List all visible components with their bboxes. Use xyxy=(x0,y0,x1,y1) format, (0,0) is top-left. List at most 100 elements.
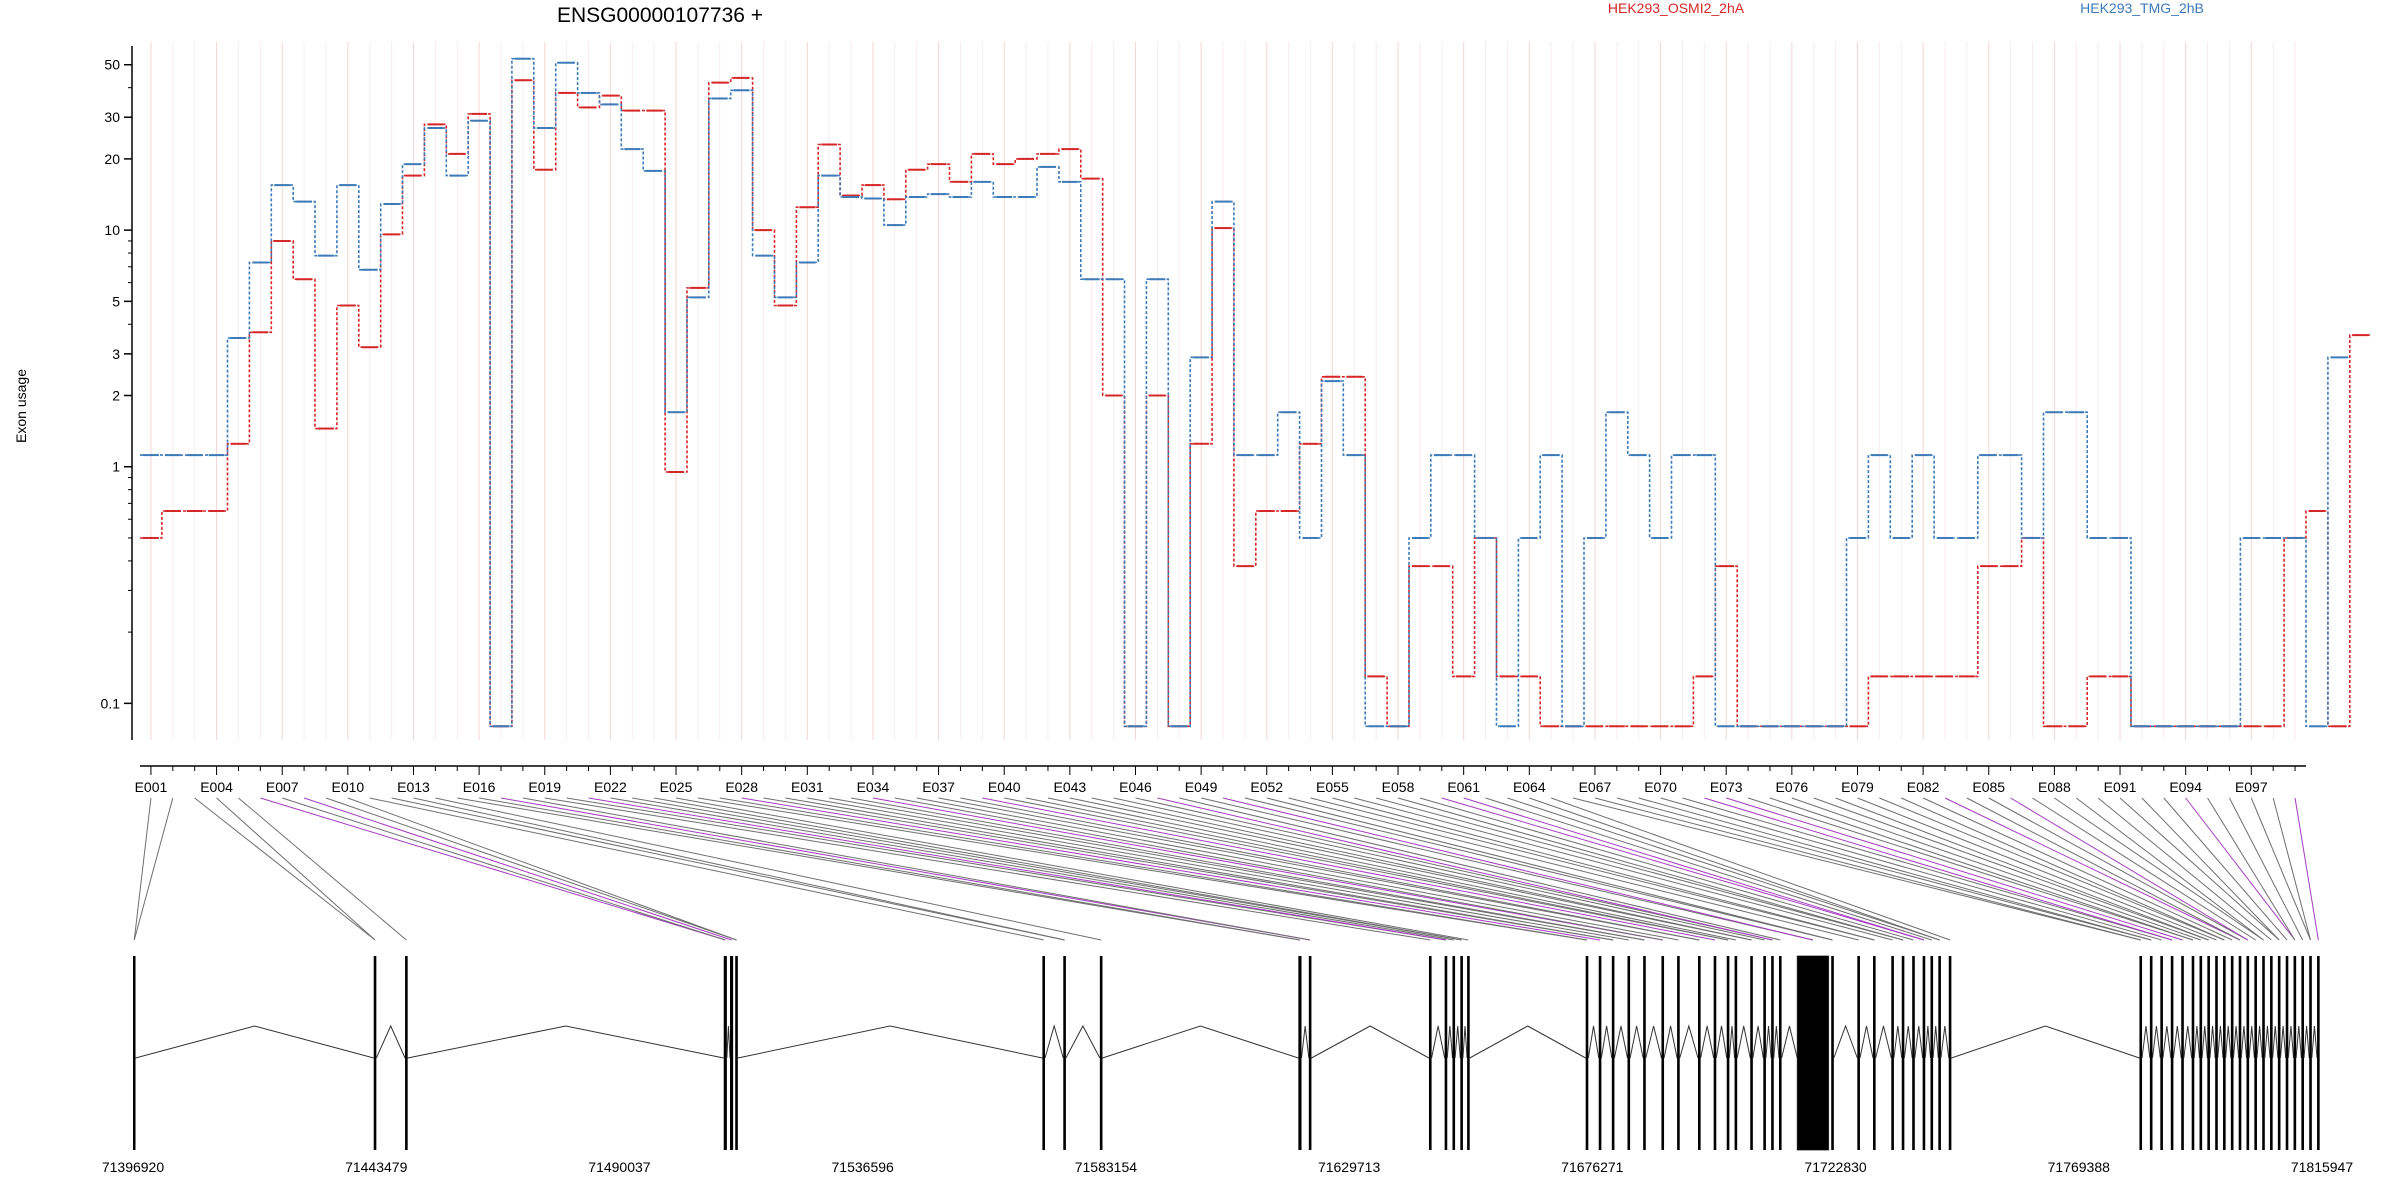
exon-connector xyxy=(1441,797,1925,941)
exon-connector xyxy=(1266,797,1833,941)
exon-connector xyxy=(194,797,376,941)
exon-connector xyxy=(1901,797,2225,941)
intron-line xyxy=(2183,1025,2193,1059)
gene-exon xyxy=(1930,956,1934,1150)
intron-line xyxy=(2272,1025,2279,1059)
exon-connector xyxy=(1179,797,1781,941)
gene-exon xyxy=(2199,956,2203,1150)
exon-connector xyxy=(2228,797,2304,941)
intron-line xyxy=(1951,1025,2140,1059)
exon-connector xyxy=(1944,797,2241,941)
gene-exon xyxy=(1901,956,1905,1150)
gene-exon xyxy=(729,956,734,1150)
gene-exon xyxy=(1726,956,1730,1150)
exon-connector xyxy=(654,797,1462,941)
exon-connector xyxy=(807,797,1629,941)
exon-connector xyxy=(2010,797,2249,941)
exon-connector xyxy=(938,797,1700,941)
gene-exon xyxy=(2170,956,2174,1150)
exon-connector xyxy=(1507,797,1940,941)
gene-exon xyxy=(2207,956,2210,1150)
y-tick-label: 10 xyxy=(104,222,120,238)
exon-connector xyxy=(1791,797,2201,941)
genomic-tick-label: 71815947 xyxy=(2291,1159,2354,1175)
gene-exon xyxy=(1611,956,1615,1150)
gene-exon xyxy=(1627,956,1631,1150)
exon-connector xyxy=(1485,797,1932,941)
exon-connector xyxy=(133,797,174,941)
gene-exon xyxy=(2246,956,2250,1150)
gene-exon xyxy=(2139,956,2143,1150)
genomic-tick-label: 71583154 xyxy=(1075,1159,1138,1175)
x-tick-label: E064 xyxy=(1513,779,1546,795)
exon-connector xyxy=(741,797,1601,941)
x-tick-label: E004 xyxy=(200,779,233,795)
exon-connector xyxy=(238,797,407,941)
gene-exon xyxy=(2149,956,2153,1150)
gene-exon xyxy=(2262,956,2265,1150)
genomic-tick-label: 71769388 xyxy=(2048,1159,2111,1175)
exon-connector xyxy=(1857,797,2217,941)
exon-connector xyxy=(1332,797,1875,941)
exon-connector xyxy=(1376,797,1904,941)
x-tick-label: E037 xyxy=(922,779,955,795)
intron-line xyxy=(1629,1025,1644,1059)
genomic-tick-label: 71676271 xyxy=(1561,1159,1624,1175)
x-tick-label: E001 xyxy=(135,779,168,795)
gene-exon xyxy=(1467,956,1470,1150)
exon-connector xyxy=(1835,797,2209,941)
y-axis: 0.1 1 2 3 5 10 20 30 50 xyxy=(101,46,133,740)
intron-line xyxy=(1311,1025,1430,1059)
exon-connector xyxy=(2207,797,2296,941)
gene-exon xyxy=(1891,956,1894,1150)
gene-exon xyxy=(2317,956,2320,1150)
x-tick-label: E031 xyxy=(791,779,824,795)
intron-line xyxy=(2141,1025,2151,1059)
gene-exon xyxy=(1734,956,1738,1150)
intron-line xyxy=(1736,1025,1751,1059)
exon-connector xyxy=(1747,797,2194,941)
exon-connector xyxy=(1879,797,2225,941)
exon-connector xyxy=(1463,797,1925,941)
genomic-tick-label: 71443479 xyxy=(345,1159,408,1175)
exon-connector xyxy=(2185,797,2296,941)
intron-line xyxy=(1765,1025,1772,1059)
exon-connector xyxy=(785,797,1614,941)
exon-connector xyxy=(522,797,1311,941)
exon-connector xyxy=(1682,797,2173,941)
exon-connector xyxy=(2141,797,2280,941)
exon-connector xyxy=(610,797,1454,941)
exon-connector xyxy=(260,797,726,941)
gene-exon xyxy=(1831,956,1834,1150)
gene-exon xyxy=(1452,956,1456,1150)
x-tick-label: E097 xyxy=(2235,779,2268,795)
gene-exon xyxy=(1677,956,1680,1150)
exon-connector xyxy=(1069,797,1752,941)
x-tick-label: E061 xyxy=(1447,779,1480,795)
intron-line xyxy=(1469,1025,1586,1059)
gene-exon xyxy=(2238,956,2242,1150)
gene-exon xyxy=(1922,956,1926,1150)
x-tick-label: E034 xyxy=(857,779,890,795)
x-tick-label: E079 xyxy=(1841,779,1874,795)
gene-exon xyxy=(2309,956,2312,1150)
x-tick-label: E073 xyxy=(1710,779,1743,795)
exon-connector xyxy=(1025,797,1729,941)
x-tick-label: E022 xyxy=(594,779,627,795)
exon-connector xyxy=(435,797,1102,941)
intron-line xyxy=(2311,1025,2318,1059)
intron-line xyxy=(2248,1025,2255,1059)
x-axis: E001 E004 E007 E010 E013 E016 E019 E022 E025 E028… xyxy=(135,765,2306,795)
gene-exon xyxy=(1042,956,1046,1150)
x-tick-label: E040 xyxy=(988,779,1021,795)
genomic-tick-label: 71536596 xyxy=(832,1159,895,1175)
intron-line xyxy=(407,1025,724,1059)
intron-line xyxy=(1875,1025,1892,1059)
intron-line xyxy=(2172,1025,2182,1059)
exon-connector xyxy=(1135,797,1773,941)
exon-connector xyxy=(982,797,1716,941)
exon-connector xyxy=(2075,797,2264,941)
x-tick-label: E043 xyxy=(1053,779,1086,795)
intron-line xyxy=(1728,1025,1736,1059)
gene-exon xyxy=(1948,956,1952,1150)
